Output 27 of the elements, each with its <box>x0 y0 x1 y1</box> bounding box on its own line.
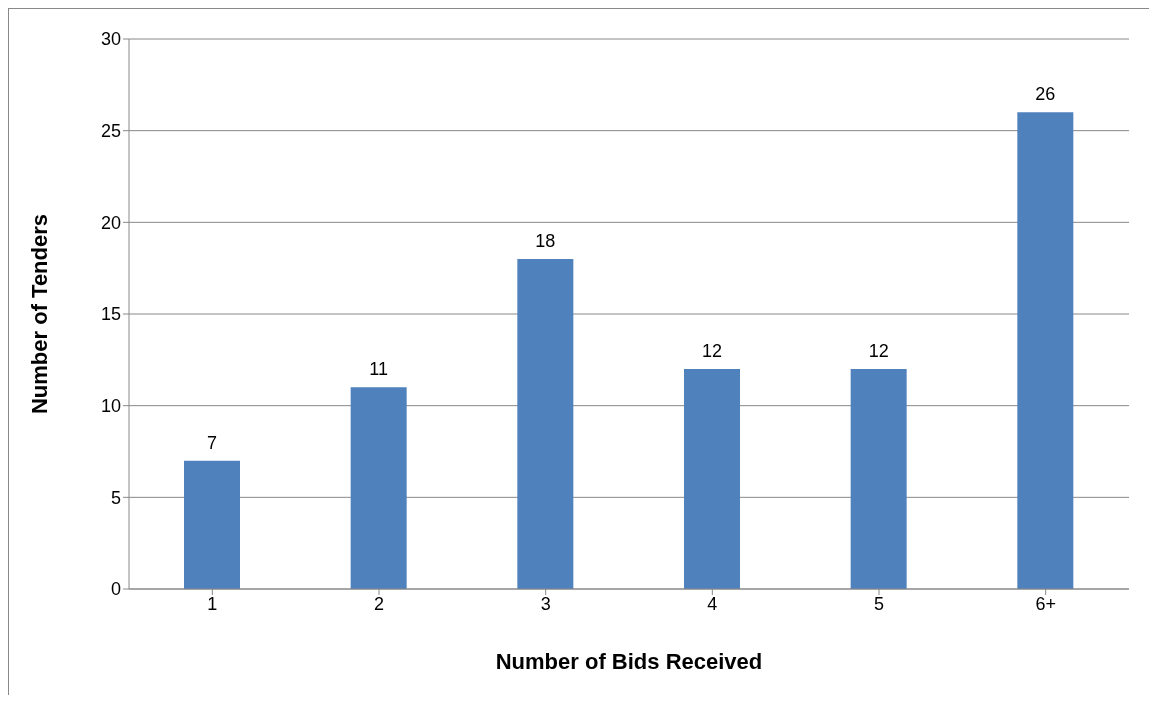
y-tick-label: 25 <box>100 121 121 142</box>
bar <box>850 369 907 589</box>
data-label: 18 <box>535 231 556 251</box>
x-tick-label: 3 <box>540 593 551 614</box>
y-tick-label: 30 <box>100 29 121 50</box>
data-label: 26 <box>1035 84 1056 105</box>
y-axis-title: Number of Tenders <box>26 213 52 415</box>
y-tick-label: 10 <box>100 396 121 417</box>
y-tick-label: 20 <box>100 212 121 233</box>
bar <box>184 460 240 589</box>
x-tick-label: 5 <box>873 593 885 614</box>
bar <box>1017 112 1074 589</box>
x-tick-label: 6+ <box>1035 593 1056 614</box>
data-label: 12 <box>868 341 889 361</box>
y-tick-label: 5 <box>110 487 121 508</box>
bar <box>517 259 574 589</box>
y-tick-label: 15 <box>100 304 121 325</box>
data-label: 11 <box>369 359 389 380</box>
y-tick-label: 0 <box>110 579 121 600</box>
data-label: 7 <box>206 432 218 453</box>
bar <box>684 369 740 589</box>
data-label: 12 <box>701 341 723 361</box>
x-tick-label: 4 <box>707 593 718 614</box>
x-axis-title: Number of Bids Received <box>495 649 763 674</box>
bar <box>350 387 407 589</box>
x-tick-label: 2 <box>373 593 385 614</box>
x-tick-label: 1 <box>207 593 218 614</box>
